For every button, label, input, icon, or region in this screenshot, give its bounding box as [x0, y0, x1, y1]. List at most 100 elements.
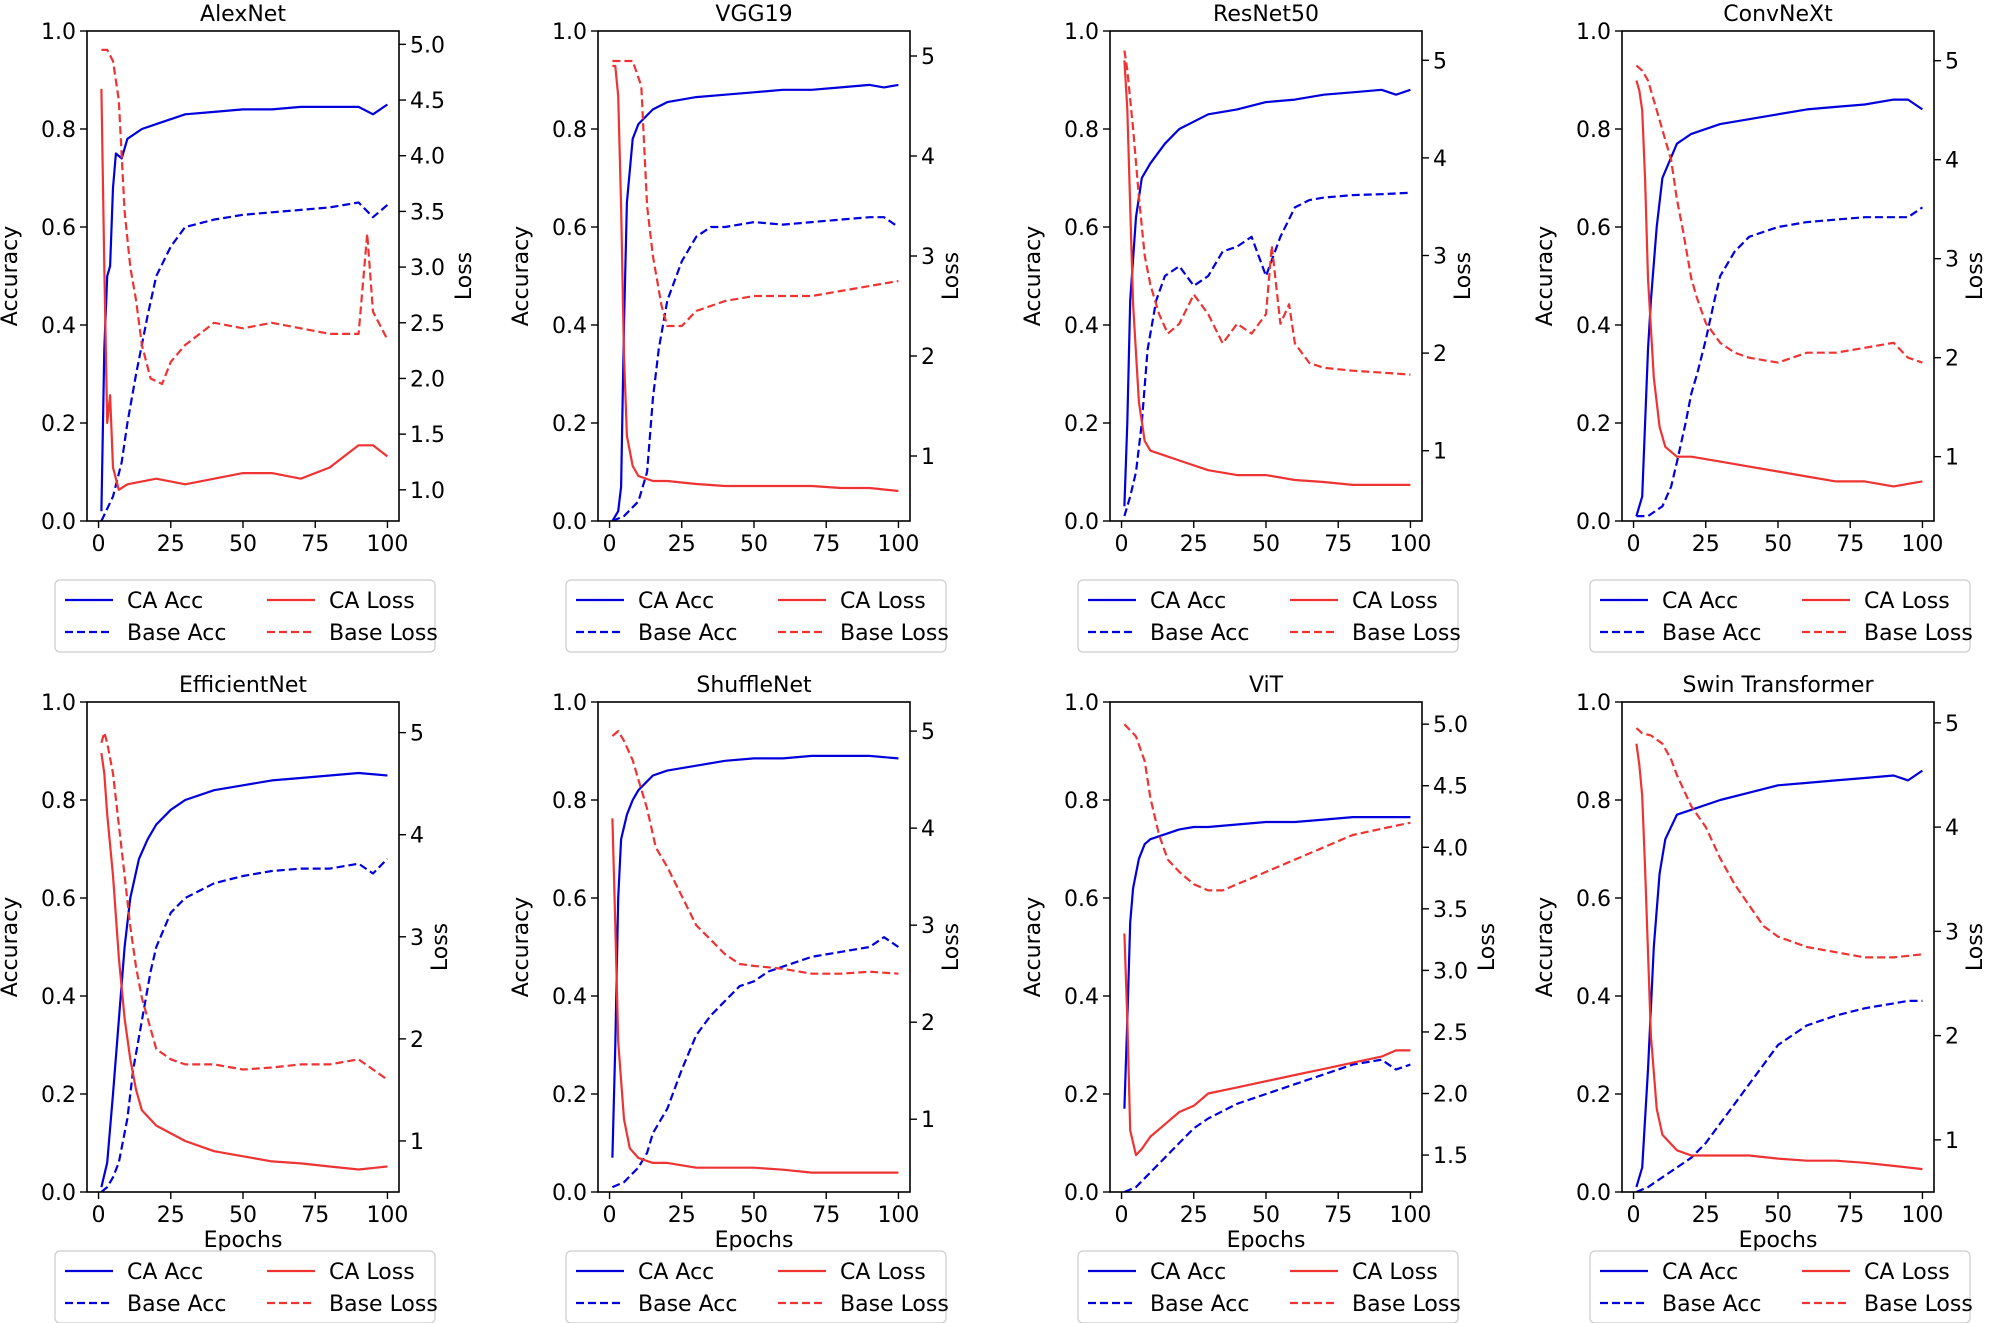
- series-group: [1635, 727, 1924, 1192]
- y-tick-label: 1.0: [1064, 20, 1099, 45]
- series-line-base-loss: [611, 730, 899, 975]
- y2-tick-label: 2: [1433, 342, 1447, 367]
- series-line-ca-loss: [100, 88, 389, 491]
- y-tick-label: 0.6: [552, 887, 587, 912]
- y-tick-label: 1.0: [552, 691, 587, 716]
- series-line-base-acc: [611, 216, 900, 521]
- chart-title: ShuffleNet: [696, 673, 812, 698]
- series-line-ca-loss: [1123, 933, 1411, 1157]
- y-tick-label: 0.2: [1064, 412, 1099, 437]
- legend-label: CA Loss: [1352, 589, 1438, 614]
- series-line-base-loss: [1635, 64, 1923, 364]
- y-tick-label: 0.8: [552, 789, 587, 814]
- chart-panel-7: ViT 0 25 50 75 100 0.0 0.2 0.4 0.6 0.8 1.0 1.5 2.0 2.5…: [1021, 673, 1500, 1323]
- series-line-ca-loss: [1123, 60, 1411, 486]
- legend-label: CA Acc: [638, 1260, 714, 1285]
- y2-axis-label: Loss: [428, 923, 453, 971]
- y2-tick-label: 4: [410, 824, 424, 849]
- series-line-base-acc: [1636, 206, 1924, 518]
- y-tick-label: 1.0: [41, 20, 76, 45]
- y2-tick-label: 1: [921, 445, 935, 470]
- chart-title: VGG19: [715, 2, 792, 27]
- x-tick-label: 100: [1901, 1203, 1943, 1228]
- legend: CA Acc CA Loss Base Acc Base Loss: [565, 1250, 949, 1323]
- x-axis-label: Epochs: [1227, 1228, 1306, 1253]
- y2-tick-label: 3.0: [1433, 959, 1468, 984]
- series-group: [100, 731, 389, 1192]
- y2-tick-label: 4: [1945, 149, 1959, 174]
- x-tick-label: 0: [92, 1203, 106, 1228]
- y2-axis-label: Loss: [939, 252, 964, 300]
- x-tick-label: 50: [1252, 532, 1280, 557]
- chart-title: EfficientNet: [179, 673, 307, 698]
- y2-tick-label: 5: [1945, 712, 1959, 737]
- y2-tick-label: 5: [921, 45, 935, 70]
- y2-tick-label: 3.5: [1433, 898, 1468, 923]
- series-line-base-loss: [1123, 723, 1411, 892]
- y-tick-label: 0.0: [552, 510, 587, 535]
- legend-label: Base Acc: [1662, 1292, 1761, 1317]
- chart-title: ViT: [1249, 673, 1284, 698]
- legend-label: Base Loss: [1864, 621, 1973, 646]
- y2-tick-label: 1: [1945, 446, 1959, 471]
- x-tick-label: 0: [603, 532, 617, 557]
- y2-tick-label: 2: [921, 1011, 935, 1036]
- y-axis-label: Accuracy: [0, 226, 23, 326]
- legend-frame: [1589, 1250, 1971, 1323]
- x-tick-label: 50: [1764, 532, 1792, 557]
- x-tick-label: 0: [1115, 1203, 1129, 1228]
- x-tick-label: 25: [1692, 532, 1720, 557]
- legend-label: Base Loss: [329, 1292, 438, 1317]
- y2-tick-label: 2: [1945, 347, 1959, 372]
- y2-tick-label: 1: [1945, 1129, 1959, 1154]
- y2-tick-label: 1.5: [410, 423, 445, 448]
- y-axis-label: Accuracy: [1021, 226, 1046, 326]
- y2-tick-label: 2.0: [410, 367, 445, 392]
- y-tick-label: 0.8: [1576, 118, 1611, 143]
- series-line-ca-loss: [1635, 743, 1923, 1171]
- series-line-ca-acc: [100, 771, 388, 1188]
- x-tick-label: 50: [740, 1203, 768, 1228]
- y2-tick-label: 4: [921, 817, 935, 842]
- x-tick-label: 0: [92, 532, 106, 557]
- plot-frame: [86, 701, 400, 1193]
- series-line-ca-acc: [611, 754, 899, 1158]
- series-group: [611, 730, 900, 1189]
- legend-label: CA Acc: [1662, 1260, 1738, 1285]
- series-group: [1123, 723, 1411, 1192]
- y-tick-label: 0.2: [1064, 1083, 1099, 1108]
- y-tick-label: 0.8: [41, 789, 76, 814]
- y-axis-label: Accuracy: [509, 226, 534, 326]
- legend-label: CA Loss: [1864, 589, 1950, 614]
- y-tick-label: 0.6: [552, 216, 587, 241]
- y-tick-label: 0.2: [1576, 412, 1611, 437]
- y2-tick-label: 3: [1945, 920, 1959, 945]
- y2-axis-label: Loss: [1963, 252, 1988, 300]
- x-tick-label: 50: [1764, 1203, 1792, 1228]
- y-tick-label: 0.0: [41, 1181, 76, 1206]
- x-tick-label: 75: [1836, 1203, 1864, 1228]
- x-tick-label: 100: [877, 1203, 919, 1228]
- y-tick-label: 1.0: [552, 20, 587, 45]
- y2-tick-label: 2.0: [1433, 1083, 1468, 1108]
- y2-tick-label: 3: [410, 926, 424, 951]
- legend-label: Base Acc: [638, 1292, 737, 1317]
- y2-tick-label: 2: [410, 1028, 424, 1053]
- legend-label: Base Loss: [1352, 621, 1461, 646]
- legend-label: Base Acc: [127, 1292, 226, 1317]
- x-tick-label: 100: [1389, 1203, 1431, 1228]
- legend-label: CA Loss: [329, 589, 415, 614]
- series-group: [611, 59, 900, 521]
- x-axis-label: Epochs: [715, 1228, 794, 1253]
- y-axis-label: Accuracy: [1021, 897, 1046, 997]
- y2-axis-label: Loss: [939, 923, 964, 971]
- plot-frame: [1109, 30, 1423, 522]
- series-line-ca-loss: [612, 64, 899, 493]
- chart-panel-1: AlexNet 0 25 50 75 100 0.0 0.2 0.4 0.6 0.8 1.0 1.0 1.…: [0, 2, 477, 653]
- y2-tick-label: 3: [921, 245, 935, 270]
- x-tick-label: 0: [1627, 532, 1641, 557]
- y-tick-label: 0.6: [1576, 216, 1611, 241]
- x-tick-label: 100: [1901, 532, 1943, 557]
